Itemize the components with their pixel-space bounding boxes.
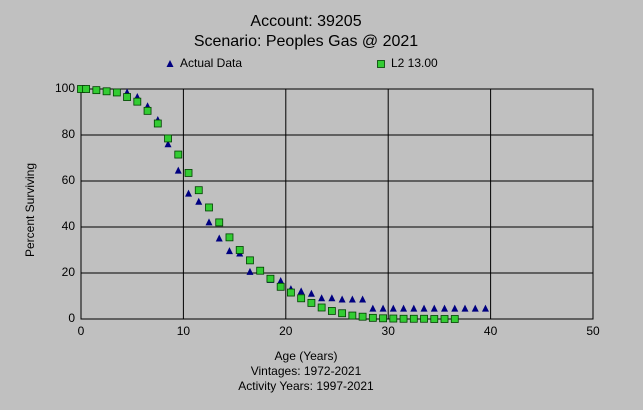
data-point (277, 277, 285, 285)
data-point (153, 119, 162, 128)
data-point (471, 304, 479, 312)
data-point (133, 97, 142, 106)
data-point (143, 106, 152, 115)
data-point (451, 304, 459, 312)
data-point (307, 298, 316, 307)
data-point (297, 287, 305, 295)
data-point (256, 266, 265, 275)
y-tick-label: 100 (55, 81, 75, 95)
x-tick-label: 40 (484, 324, 498, 338)
data-point (185, 189, 193, 197)
data-point (389, 304, 397, 312)
data-point (400, 304, 408, 312)
data-point (399, 314, 408, 323)
data-point (410, 304, 418, 312)
legend-label: Actual Data (180, 56, 242, 70)
data-point (174, 166, 182, 174)
footnote: Activity Years: 1997-2021 (238, 379, 374, 393)
data-point (441, 304, 449, 312)
data-point (307, 289, 315, 297)
data-point (359, 295, 367, 303)
data-point (450, 315, 459, 323)
x-tick-label: 20 (279, 324, 293, 338)
data-point (430, 304, 438, 312)
data-point (481, 304, 489, 312)
data-point (195, 197, 203, 205)
data-point (327, 307, 336, 315)
data-point (225, 233, 234, 242)
data-point (184, 169, 193, 177)
data-point (338, 309, 347, 318)
data-point (215, 218, 224, 227)
data-point (112, 88, 121, 97)
data-point (164, 134, 172, 143)
y-tick-label: 20 (62, 265, 76, 279)
x-tick-label: 10 (177, 324, 191, 338)
chart-subtitle: Scenario: Peoples Gas @ 2021 (194, 33, 418, 50)
data-point (409, 314, 418, 323)
x-tick-label: 0 (78, 324, 85, 338)
data-point (389, 314, 398, 323)
data-point (174, 150, 183, 159)
footnote: Vintages: 1972-2021 (251, 364, 362, 378)
y-tick-label: 0 (68, 311, 75, 325)
data-point (235, 246, 244, 254)
y-tick-label: 40 (62, 219, 76, 233)
data-point (205, 218, 213, 226)
data-point (215, 234, 223, 242)
data-point (440, 315, 449, 323)
data-point (205, 203, 213, 212)
data-point (297, 294, 306, 303)
data-point (164, 140, 172, 148)
data-point (348, 311, 357, 320)
data-point (317, 303, 326, 312)
x-axis-label: Age (Years) (275, 349, 338, 363)
data-point (348, 295, 356, 303)
data-point (430, 315, 439, 323)
data-point (358, 312, 367, 321)
data-point (318, 294, 326, 302)
data-point (276, 282, 285, 291)
data-point (368, 313, 377, 322)
y-tick-label: 60 (62, 173, 76, 187)
x-tick-label: 30 (382, 324, 396, 338)
data-point (225, 247, 233, 255)
data-point (287, 288, 295, 297)
legend-label: L2 13.00 (391, 56, 438, 70)
y-tick-label: 80 (62, 127, 76, 141)
data-point (246, 256, 254, 265)
legend-marker (377, 60, 385, 68)
data-point (246, 267, 254, 275)
data-point (102, 87, 111, 96)
plot-border (80, 88, 594, 320)
data-point (420, 304, 428, 312)
x-tick-label: 50 (586, 324, 600, 338)
data-point (379, 304, 387, 312)
data-point (123, 93, 131, 101)
data-point (82, 85, 91, 93)
data-point (379, 314, 387, 323)
data-point (92, 86, 101, 95)
y-axis-label: Percent Surviving (23, 163, 37, 257)
data-point (194, 186, 203, 195)
data-point (420, 314, 428, 323)
chart-title: Account: 39205 (250, 13, 361, 30)
data-point (328, 294, 336, 302)
data-point (461, 304, 469, 312)
data-point (266, 274, 275, 283)
legend-marker (166, 60, 174, 67)
data-point (369, 304, 377, 312)
data-point (338, 295, 346, 303)
